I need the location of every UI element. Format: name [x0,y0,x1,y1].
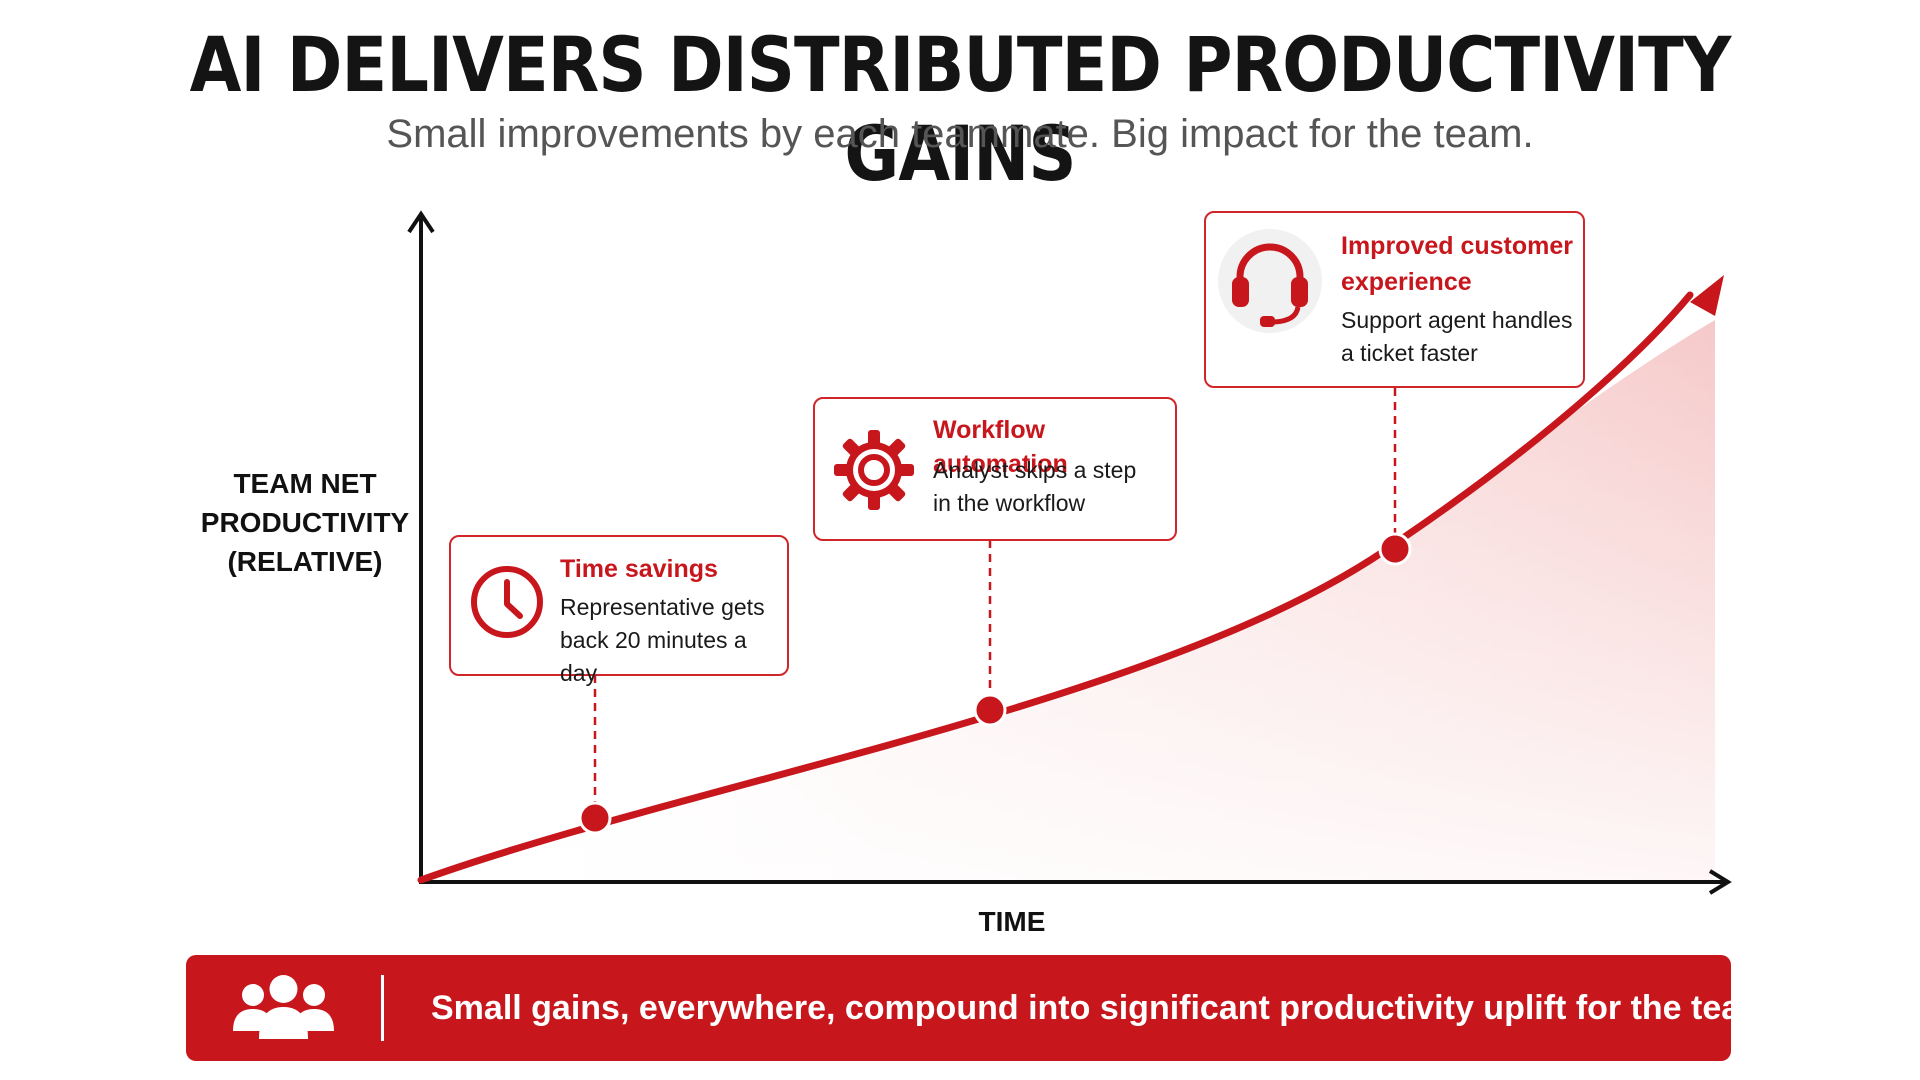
banner-divider [381,975,384,1041]
milestone-description-line-2: a ticket faster [1341,340,1478,366]
milestone-card-workflow-automation: Workflow automation Analyst skips a step… [813,397,1177,541]
milestone-title-line-2: experience [1341,268,1472,296]
y-axis-arrow [407,210,435,234]
y-axis-label-line-3: (RELATIVE) [227,546,382,577]
milestone-point-3 [1378,532,1412,566]
milestone-card-time-savings: Time savings Representative gets back 20… [449,535,789,686]
milestone-title-line-1: Improved customer [1341,232,1574,260]
milestone-point-1 [578,801,612,835]
milestone-description-line-1: Representative gets [560,594,765,620]
milestone-title: Time savings [560,555,718,583]
team-icon [231,973,336,1043]
gear-icon [831,427,917,513]
milestone-card-customer-experience: Improved customer experience Support age… [1204,211,1585,388]
x-axis-arrow [1708,869,1732,895]
milestone-point-2 [973,693,1007,727]
summary-banner: Small gains, everywhere, compound into s… [186,955,1780,1061]
area-fade [420,320,1715,880]
curve-arrowhead [1690,275,1724,316]
clock-icon [467,562,547,642]
milestone-description-line-1: Support agent handles [1341,307,1573,333]
page-subtitle: Small improvements by each teammate. Big… [386,112,1534,156]
banner-message: Small gains, everywhere, compound into s… [431,989,1780,1027]
headset-icon [1216,227,1324,335]
y-axis-label-line-2: PRODUCTIVITY [201,507,410,538]
page-title: AI DELIVERS DISTRIBUTED PRODUCTIVITY GAI… [189,20,1732,198]
milestone-description-line-1: Analyst skips a step [933,457,1137,483]
productivity-curve [417,291,1694,884]
x-axis-label: TIME [979,906,1046,937]
milestone-title: Workflow automation [933,416,1068,478]
milestone-description-line-2: in the workflow [933,490,1086,516]
milestone-description-line-2: back 20 minutes a day [560,627,747,686]
y-axis-label-line-1: TEAM NET [233,468,376,499]
